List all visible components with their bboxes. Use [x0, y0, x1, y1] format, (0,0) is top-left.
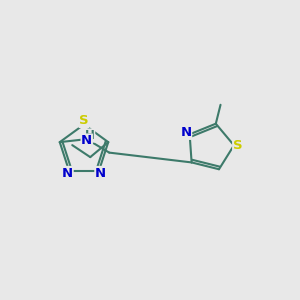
Text: H: H [85, 129, 95, 142]
Text: N: N [181, 126, 192, 139]
Text: N: N [62, 167, 73, 179]
Text: N: N [81, 134, 92, 147]
Text: S: S [233, 139, 242, 152]
Text: N: N [95, 167, 106, 179]
Text: S: S [79, 114, 89, 128]
